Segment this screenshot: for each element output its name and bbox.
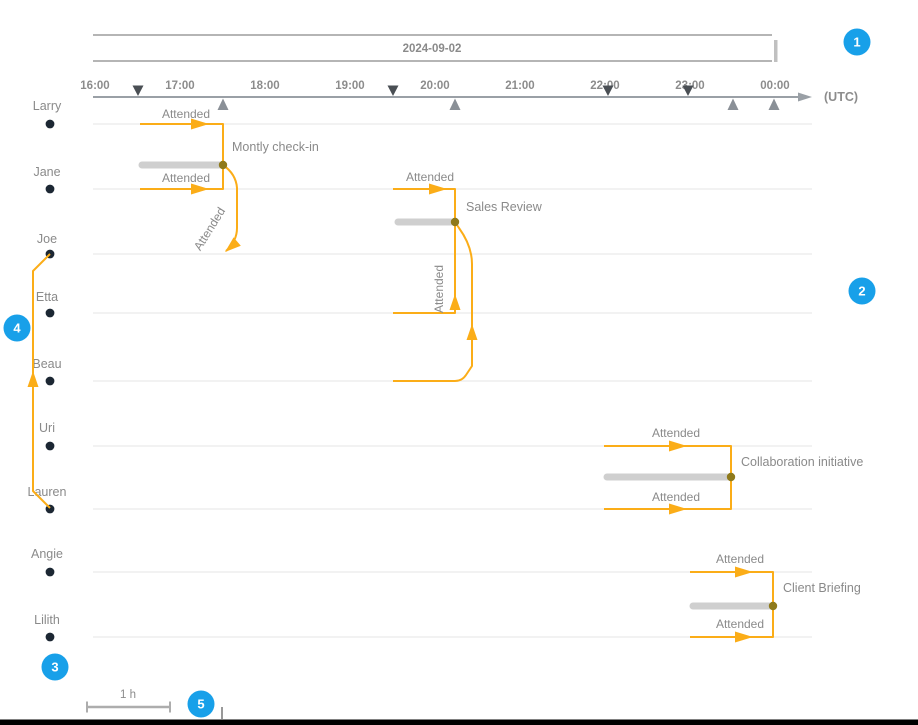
arrow-right-icon bbox=[669, 503, 687, 515]
date-range-handle[interactable] bbox=[774, 40, 778, 62]
event-sales-review[interactable]: Attended Attended Sales Review bbox=[393, 170, 543, 382]
link-jane-attended[interactable] bbox=[393, 188, 456, 222]
axis-tick-label: 00:00 bbox=[760, 80, 789, 92]
attended-label: Attended bbox=[432, 265, 446, 313]
entity-dot[interactable] bbox=[45, 184, 55, 194]
axis-arrow-icon bbox=[798, 92, 812, 102]
annotation-marker-5[interactable]: 5 bbox=[187, 690, 215, 718]
attended-label: Attended bbox=[162, 107, 210, 121]
attended-label: Attended bbox=[652, 490, 700, 504]
event-start-marker-icon bbox=[682, 85, 694, 96]
entity-label[interactable]: Etta bbox=[36, 290, 58, 304]
arrow-right-icon bbox=[735, 631, 753, 643]
entity-dot[interactable] bbox=[45, 376, 55, 386]
entity-dot[interactable] bbox=[45, 567, 55, 577]
badge-circle[interactable] bbox=[843, 28, 871, 56]
event-title: Client Briefing bbox=[783, 581, 861, 595]
entity-label[interactable]: Angie bbox=[31, 547, 63, 561]
entity-connector-lauren-joe[interactable] bbox=[27, 253, 51, 509]
arrow-right-icon bbox=[191, 118, 209, 130]
date-range-slider[interactable]: 2024-09-02 bbox=[93, 34, 778, 62]
annotation-marker-2[interactable]: 2 bbox=[848, 277, 876, 305]
link-joe-attended[interactable] bbox=[222, 164, 238, 252]
event-start-marker-icon bbox=[602, 85, 614, 96]
event-title: Sales Review bbox=[466, 200, 543, 214]
event-end-marker-icon bbox=[449, 98, 461, 110]
link-beau-attended[interactable] bbox=[393, 224, 473, 382]
entity-label[interactable]: Beau bbox=[32, 357, 61, 371]
event-montly-check-in[interactable]: Attended Attended Attended Montly check-… bbox=[138, 107, 319, 253]
axis-tick-label: 19:00 bbox=[335, 80, 364, 92]
event-title: Montly check-in bbox=[232, 140, 319, 154]
scale-label: 1 h bbox=[120, 689, 136, 701]
date-label: 2024-09-02 bbox=[403, 43, 462, 55]
attended-label: Attended bbox=[162, 171, 210, 185]
arrow-up-icon bbox=[466, 324, 478, 340]
axis-tick-label: 18:00 bbox=[250, 80, 279, 92]
annotation-marker-4[interactable]: 4 bbox=[3, 314, 31, 342]
bottom-border-bar bbox=[0, 719, 918, 725]
annotation-number: 5 bbox=[197, 697, 204, 712]
entity-label[interactable]: Jane bbox=[33, 165, 60, 179]
annotation-number: 2 bbox=[858, 284, 865, 299]
entity-label[interactable]: Lilith bbox=[34, 613, 60, 627]
event-dot[interactable] bbox=[450, 217, 460, 227]
scale-legend: 1 h bbox=[86, 689, 171, 713]
badge-circle[interactable] bbox=[848, 277, 876, 305]
entity-dot[interactable] bbox=[45, 308, 55, 318]
event-dot[interactable] bbox=[726, 472, 736, 482]
arrow-right-icon bbox=[429, 183, 447, 195]
event-dot[interactable] bbox=[218, 160, 228, 170]
axis-tick-label: 17:00 bbox=[165, 80, 194, 92]
annotation-marker-3[interactable]: 3 bbox=[41, 653, 69, 681]
annotation-number: 4 bbox=[13, 321, 21, 336]
attended-label: Attended bbox=[716, 552, 764, 566]
entity-row-joe[interactable]: Joe bbox=[37, 232, 812, 259]
link-angie-attended[interactable] bbox=[690, 571, 774, 606]
attended-label: Attended bbox=[652, 426, 700, 440]
event-end-marker-icon bbox=[768, 98, 780, 110]
event-dot[interactable] bbox=[768, 601, 778, 611]
utc-label: (UTC) bbox=[824, 90, 858, 104]
link-lauren-attended[interactable] bbox=[604, 477, 732, 510]
arrow-right-icon bbox=[191, 183, 209, 195]
event-end-marker-icon bbox=[217, 98, 229, 110]
entity-label[interactable]: Larry bbox=[33, 99, 62, 113]
event-title: Collaboration initiative bbox=[741, 455, 863, 469]
event-collaboration-initiative[interactable]: Attended Attended Collaboration initiati… bbox=[603, 426, 863, 515]
link-lilith-attended[interactable] bbox=[690, 606, 774, 638]
entity-dot[interactable] bbox=[45, 441, 55, 451]
attended-label: Attended bbox=[191, 205, 228, 253]
event-start-marker-icon bbox=[132, 85, 144, 96]
entity-label[interactable]: Uri bbox=[39, 421, 55, 435]
entity-dot[interactable] bbox=[45, 632, 55, 642]
time-axis: (UTC) 16:00 17:00 18:00 19:00 20:00 21:0… bbox=[80, 80, 858, 110]
attended-label: Attended bbox=[716, 617, 764, 631]
attended-label: Attended bbox=[406, 170, 454, 184]
link-larry-attended[interactable] bbox=[140, 123, 224, 165]
badge-circle[interactable] bbox=[187, 690, 215, 718]
event-end-marker-icon bbox=[727, 98, 739, 110]
axis-tick-label: 21:00 bbox=[505, 80, 534, 92]
arrow-right-icon bbox=[735, 566, 753, 578]
entity-dot[interactable] bbox=[45, 119, 55, 129]
event-start-marker-icon bbox=[387, 85, 399, 96]
annotation-marker-1[interactable]: 1 bbox=[843, 28, 871, 56]
entity-label[interactable]: Joe bbox=[37, 232, 57, 246]
axis-tick-label: 16:00 bbox=[80, 80, 109, 92]
badge-circle[interactable] bbox=[41, 653, 69, 681]
link-etta-attended[interactable] bbox=[393, 222, 456, 314]
axis-tick-label: 20:00 bbox=[420, 80, 449, 92]
arrow-up-icon bbox=[27, 371, 39, 387]
arrow-up-icon bbox=[449, 294, 461, 310]
annotation-number: 1 bbox=[853, 35, 860, 50]
annotation-number: 3 bbox=[51, 660, 58, 675]
event-client-briefing[interactable]: Attended Attended Client Briefing bbox=[689, 552, 861, 643]
link-jane-attended[interactable] bbox=[140, 165, 224, 190]
link-uri-attended[interactable] bbox=[604, 445, 732, 477]
badge-circle[interactable] bbox=[3, 314, 31, 342]
arrow-down-left-icon bbox=[225, 237, 241, 252]
arrow-right-icon bbox=[669, 440, 687, 452]
